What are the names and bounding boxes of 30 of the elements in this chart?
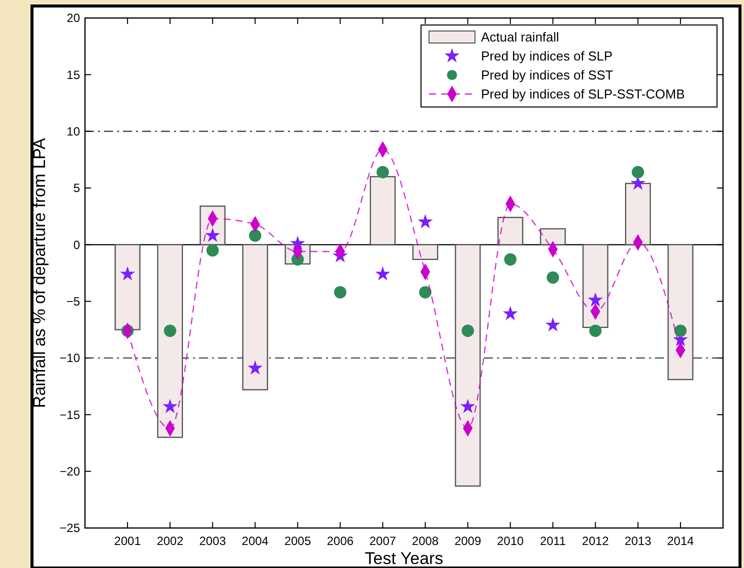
y-tick-label: −5	[66, 294, 80, 309]
legend-label: Actual rainfall	[481, 30, 560, 45]
x-tick-label: 2014	[667, 534, 694, 548]
x-tick-label: 2013	[624, 534, 652, 548]
y-tick-label: 0	[73, 238, 80, 252]
x-tick-label: 2005	[284, 534, 312, 548]
x-tick-label: 2010	[496, 534, 524, 548]
legend-label: Pred by indices of SLP-SST-COMB	[481, 86, 685, 102]
y-tick-label: 10	[66, 124, 80, 139]
y-tick-label: 15	[66, 68, 80, 82]
y-tick-label: −15	[60, 408, 80, 422]
y-axis-title: Rainfall as % of departure from LPA	[30, 137, 49, 408]
y-tick-label: −20	[60, 464, 80, 479]
x-tick-label: 2011	[540, 534, 566, 548]
x-tick-label: 2002	[156, 534, 184, 548]
legend-label: Pred by indices of SST	[481, 68, 614, 83]
legend-label: Pred by indices of SLP	[481, 48, 613, 64]
x-tick-label: 2004	[242, 534, 269, 548]
x-tick-label: 2006	[326, 534, 354, 548]
y-tick-label: 5	[73, 181, 80, 196]
y-tick-label: 20	[66, 11, 80, 26]
x-tick-label: 2012	[582, 534, 610, 548]
x-axis-title: Test Years	[364, 549, 444, 568]
x-tick-label: 2001	[114, 534, 142, 548]
x-tick-label: 2008	[412, 534, 439, 548]
x-tick-label: 2003	[199, 534, 226, 548]
y-tick-label: −10	[60, 351, 80, 366]
y-tick-label: −25	[60, 521, 80, 536]
x-tick-label: 2007	[369, 534, 396, 548]
x-tick-label: 2009	[454, 534, 482, 548]
